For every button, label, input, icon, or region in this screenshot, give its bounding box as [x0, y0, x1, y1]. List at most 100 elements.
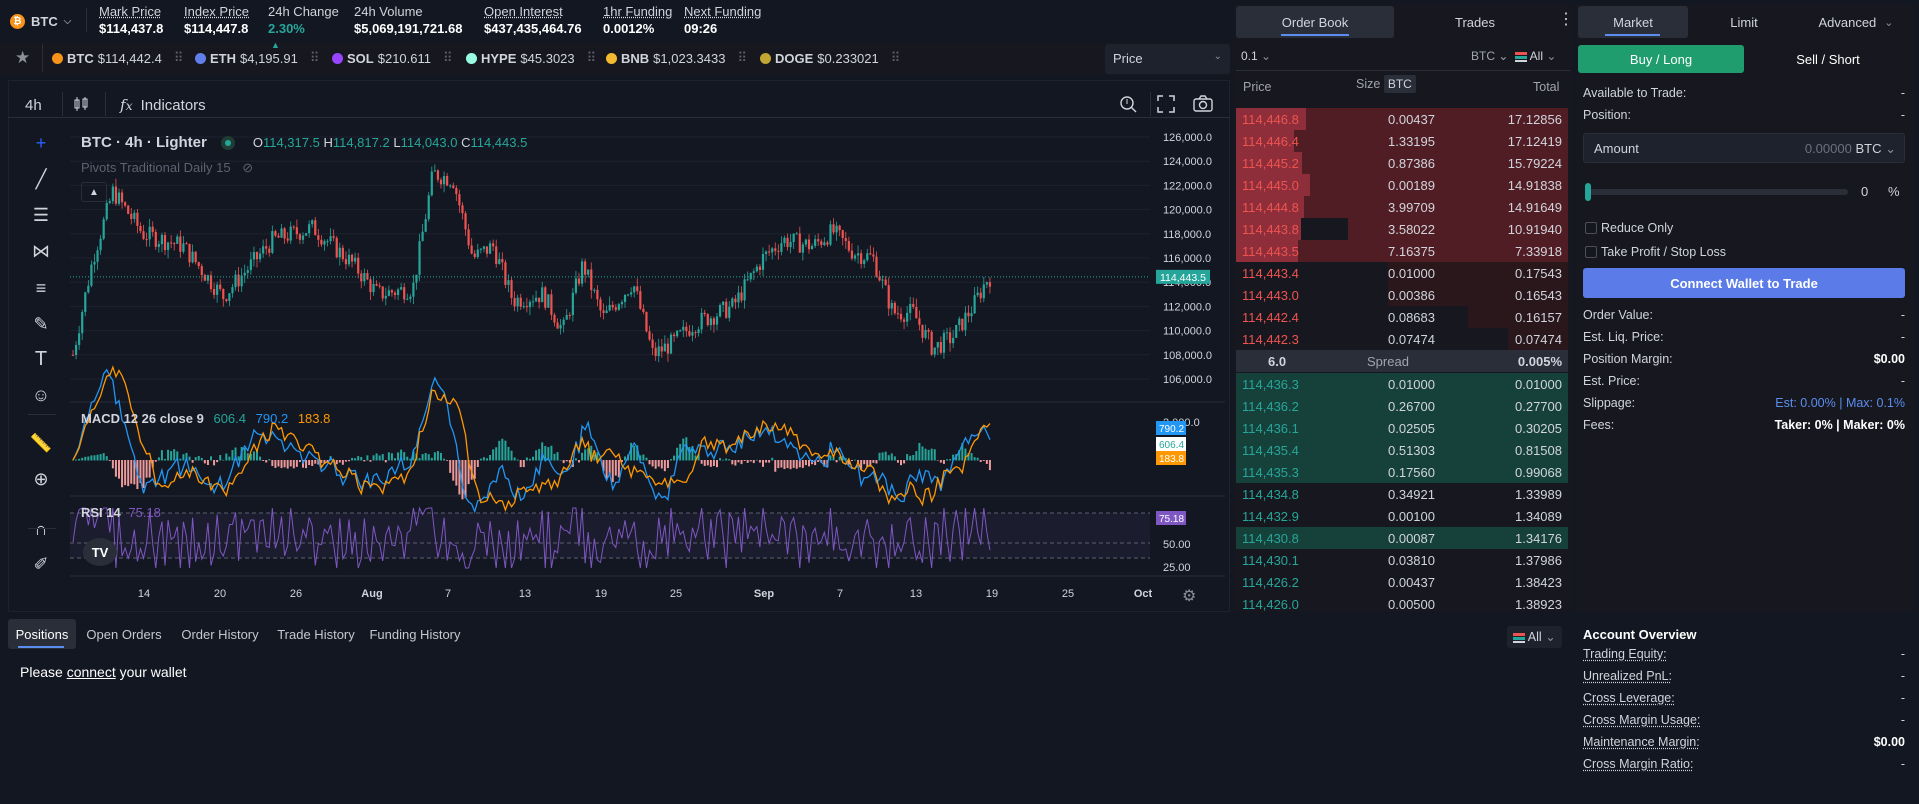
tab-open-orders[interactable]: Open Orders — [80, 619, 168, 649]
ask-row[interactable]: 114,445.2 0.87386 15.79224 — [1236, 152, 1568, 174]
tab-limit[interactable]: Limit — [1690, 6, 1798, 38]
symbol-selector[interactable]: ₿ BTC ⌵ — [10, 9, 71, 33]
ask-row[interactable]: 114,443.4 0.01000 0.17543 — [1236, 262, 1568, 284]
tab-orderbook[interactable]: Order Book — [1236, 6, 1394, 38]
price-chart[interactable]: 126,000.0 124,000.0 122,000.0 120,000.0 118,… — [70, 120, 1230, 610]
tpsl-checkbox[interactable] — [1585, 246, 1597, 258]
watchlist-item-eth[interactable]: ETH $4,195.91 ⠿ — [195, 50, 319, 66]
stat-label[interactable]: Open Interest — [484, 4, 563, 19]
pitchfork-icon[interactable]: ⋈ — [32, 240, 50, 261]
collapse-legend-button[interactable]: ▲ — [81, 182, 107, 202]
settings-gear-icon[interactable]: ⚙ — [1182, 588, 1197, 605]
bid-row[interactable]: 114,426.2 0.00437 1.38423 — [1236, 571, 1568, 593]
positions-filter[interactable]: All ⌄ — [1507, 626, 1562, 648]
connect-link[interactable]: connect — [66, 664, 116, 680]
macd-histogram-bar — [559, 459, 562, 461]
price-select[interactable]: Price ⌄ — [1105, 44, 1230, 74]
magnet-icon[interactable]: ∩ — [34, 518, 48, 539]
tab-trade-history[interactable]: Trade History — [270, 619, 362, 649]
ask-row[interactable]: 114,446.4 1.33195 17.12419 — [1236, 130, 1568, 152]
text-icon[interactable]: T — [34, 347, 48, 370]
camera-icon[interactable] — [1193, 95, 1213, 113]
watchlist-item-bnb[interactable]: BNB $1,023.3433 ⠿ — [606, 50, 747, 66]
tab-trades[interactable]: Trades — [1396, 6, 1554, 38]
account-label[interactable]: Unrealized PnL: — [1583, 669, 1672, 683]
ask-row[interactable]: 114,443.0 0.00386 0.16543 — [1236, 284, 1568, 306]
account-label[interactable]: Cross Margin Ratio: — [1583, 757, 1694, 771]
ask-row[interactable]: 114,443.5 7.16375 7.33918 — [1236, 240, 1568, 262]
amount-slider[interactable] — [1585, 183, 1848, 201]
fib-retracement-icon[interactable]: ≡ — [35, 277, 47, 298]
account-label[interactable]: Cross Margin Usage: — [1583, 713, 1701, 727]
tab-order-history[interactable]: Order History — [174, 619, 266, 649]
watchlist-item-sol[interactable]: SOL $210.611 ⠿ — [332, 50, 452, 66]
bid-row[interactable]: 114,430.8 0.00087 1.34176 — [1236, 527, 1568, 549]
watchlist-item-doge[interactable]: DOGE $0.233021 ⠿ — [760, 50, 900, 66]
star-icon[interactable]: ★ — [15, 48, 31, 67]
ask-row[interactable]: 114,442.4 0.08683 0.16157 — [1236, 306, 1568, 328]
sell-short-button[interactable]: Sell / Short — [1745, 45, 1911, 73]
drag-handle-icon[interactable]: ⠿ — [309, 50, 319, 65]
account-label[interactable]: Cross Leverage: — [1583, 691, 1675, 705]
asset-select[interactable]: BTC ⌄ — [1471, 49, 1508, 63]
ruler-icon[interactable]: 📏 — [29, 432, 53, 453]
more-vertical-icon[interactable]: ⋮ — [1558, 11, 1574, 28]
account-label[interactable]: Trading Equity: — [1583, 647, 1667, 661]
tab-positions[interactable]: Positions — [8, 619, 76, 649]
drag-handle-icon[interactable]: ⠿ — [737, 50, 746, 65]
tab-advanced[interactable]: Advanced ⌄ — [1800, 6, 1912, 38]
watchlist-item-btc[interactable]: BTC $114,442.4 ⠿ — [52, 50, 183, 66]
tab-funding-history[interactable]: Funding History — [366, 619, 464, 649]
stat-label[interactable]: 1hr Funding — [603, 4, 673, 19]
bid-row[interactable]: 114,435.4 0.51303 0.81508 — [1236, 439, 1568, 461]
interval-button[interactable]: 4h — [25, 97, 42, 114]
bid-row[interactable]: 114,436.1 0.02505 0.30205 — [1236, 417, 1568, 439]
bid-row[interactable]: 114,432.9 0.00100 1.34089 — [1236, 505, 1568, 527]
drag-handle-icon[interactable]: ⠿ — [890, 50, 900, 65]
drag-handle-icon[interactable]: ⠿ — [443, 50, 452, 65]
bid-row[interactable]: 114,434.8 0.34921 1.33989 — [1236, 483, 1568, 505]
ask-row[interactable]: 114,442.3 0.07474 0.07474 — [1236, 328, 1568, 350]
candles-type-icon[interactable] — [73, 96, 89, 112]
fullscreen-icon[interactable] — [1157, 95, 1175, 113]
drag-handle-icon[interactable]: ⠿ — [173, 50, 183, 65]
ask-row[interactable]: 114,443.8 3.58022 10.91940 — [1236, 218, 1568, 240]
replay-icon[interactable] — [1118, 94, 1138, 114]
size-unit-badge[interactable]: BTC — [1383, 75, 1416, 93]
account-label[interactable]: Maintenance Margin: — [1583, 735, 1700, 749]
crosshair-icon[interactable]: + — [35, 132, 47, 153]
chart-panel — [8, 80, 1230, 612]
col-size: Size BTC — [1356, 75, 1416, 93]
tab-market[interactable]: Market — [1578, 6, 1688, 38]
buy-long-button[interactable]: Buy / Long — [1578, 45, 1744, 73]
bid-row[interactable]: 114,435.3 0.17560 0.99068 — [1236, 461, 1568, 483]
amount-input[interactable]: Amount 0.00000 BTC ⌄ — [1583, 133, 1905, 163]
bid-row[interactable]: 114,436.3 0.01000 0.01000 — [1236, 373, 1568, 395]
connect-wallet-button[interactable]: Connect Wallet to Trade — [1583, 268, 1905, 298]
rsi-tag — [1156, 511, 1186, 525]
stat-label[interactable]: Next Funding — [684, 4, 762, 19]
brush-icon[interactable]: ✎ — [33, 313, 49, 334]
macd-histogram-bar — [222, 459, 225, 461]
slider-handle[interactable] — [1585, 183, 1591, 201]
watchlist-item-hype[interactable]: HYPE $45.3023 ⠿ — [466, 50, 596, 66]
bid-row[interactable]: 114,426.0 0.00500 1.38923 — [1236, 593, 1568, 615]
reduce-only-checkbox[interactable] — [1585, 222, 1597, 234]
horizontal-lines-icon[interactable]: ☰ — [32, 204, 50, 225]
book-filter-select[interactable]: All ⌄ — [1515, 49, 1556, 63]
bid-row[interactable]: 114,430.1 0.03810 1.37986 — [1236, 549, 1568, 571]
trend-line-icon[interactable]: ╱ — [35, 168, 47, 189]
stat-label[interactable]: Index Price — [184, 4, 250, 19]
emoji-icon[interactable]: ☺ — [31, 384, 51, 405]
hidden-eye-icon[interactable]: ⊘ — [242, 160, 254, 175]
indicators-button[interactable]: fx Indicators — [120, 96, 206, 114]
bid-row[interactable]: 114,436.2 0.26700 0.27700 — [1236, 395, 1568, 417]
zoom-in-icon[interactable]: ⊕ — [33, 468, 49, 489]
lock-pen-icon[interactable]: ✐ — [33, 553, 49, 574]
stat-label[interactable]: Mark Price — [99, 4, 162, 19]
drag-handle-icon[interactable]: ⠿ — [586, 50, 596, 65]
ask-row[interactable]: 114,446.8 0.00437 17.12856 — [1236, 108, 1568, 130]
ask-row[interactable]: 114,445.0 0.00189 14.91838 — [1236, 174, 1568, 196]
ask-row[interactable]: 114,444.8 3.99709 14.91649 — [1236, 196, 1568, 218]
tick-size-select[interactable]: 0.1 ⌄ — [1241, 49, 1271, 63]
